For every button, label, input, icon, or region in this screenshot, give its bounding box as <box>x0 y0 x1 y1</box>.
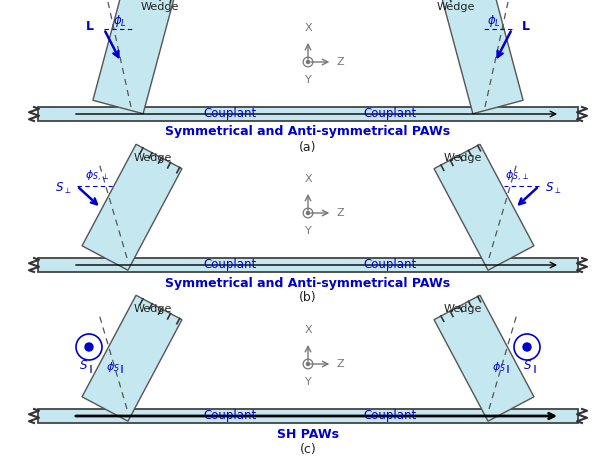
Text: $S_\parallel$: $S_\parallel$ <box>79 359 93 375</box>
Circle shape <box>307 60 310 64</box>
Circle shape <box>307 212 310 214</box>
Text: $\phi_{S,\perp}$: $\phi_{S,\perp}$ <box>505 169 529 184</box>
Text: Wedge: Wedge <box>444 153 482 163</box>
Text: Wedge: Wedge <box>134 304 172 314</box>
Text: X: X <box>304 175 312 185</box>
Circle shape <box>523 343 531 351</box>
Polygon shape <box>82 144 182 270</box>
Polygon shape <box>434 144 534 270</box>
Text: Y: Y <box>305 226 311 236</box>
Text: X: X <box>304 23 312 33</box>
Text: Couplant: Couplant <box>363 258 416 271</box>
Text: Wedge: Wedge <box>134 153 172 163</box>
FancyBboxPatch shape <box>38 107 578 121</box>
FancyBboxPatch shape <box>38 258 578 272</box>
Text: L: L <box>522 21 530 33</box>
Text: $\phi_{S,\perp}$: $\phi_{S,\perp}$ <box>84 169 110 184</box>
Polygon shape <box>442 0 523 114</box>
Text: $\phi_L$: $\phi_L$ <box>113 13 127 29</box>
Polygon shape <box>434 295 534 421</box>
Polygon shape <box>93 0 174 114</box>
Text: Couplant: Couplant <box>203 107 257 120</box>
Text: Wedge: Wedge <box>141 2 179 12</box>
Circle shape <box>307 362 310 366</box>
Text: SH PAWs: SH PAWs <box>277 427 339 441</box>
FancyBboxPatch shape <box>38 409 578 423</box>
Text: (a): (a) <box>299 140 317 154</box>
Text: $S_\perp$: $S_\perp$ <box>55 181 71 196</box>
Text: Z: Z <box>336 359 344 369</box>
Text: Wedge: Wedge <box>444 304 482 314</box>
Circle shape <box>85 343 93 351</box>
Text: $\phi_L$: $\phi_L$ <box>487 13 501 29</box>
Text: Symmetrical and Anti-symmetrical PAWs: Symmetrical and Anti-symmetrical PAWs <box>166 126 450 138</box>
Text: Z: Z <box>336 208 344 218</box>
Text: Y: Y <box>305 377 311 387</box>
Text: Couplant: Couplant <box>363 107 416 120</box>
Text: X: X <box>304 325 312 335</box>
Text: Couplant: Couplant <box>203 409 257 422</box>
Text: $S_\perp$: $S_\perp$ <box>545 181 561 196</box>
Text: Z: Z <box>336 57 344 67</box>
Polygon shape <box>82 295 182 421</box>
Text: Wedge: Wedge <box>437 2 475 12</box>
Text: L: L <box>86 21 94 33</box>
Text: (c): (c) <box>299 442 317 456</box>
Text: Symmetrical and Anti-symmetrical PAWs: Symmetrical and Anti-symmetrical PAWs <box>166 276 450 289</box>
Text: $\phi_{S\parallel}$: $\phi_{S\parallel}$ <box>492 361 510 377</box>
Text: Couplant: Couplant <box>363 409 416 422</box>
Text: Y: Y <box>305 75 311 85</box>
Text: $\phi_{S\parallel}$: $\phi_{S\parallel}$ <box>106 361 124 377</box>
Text: $S_\parallel$: $S_\parallel$ <box>523 359 537 375</box>
Text: (b): (b) <box>299 292 317 304</box>
Text: Couplant: Couplant <box>203 258 257 271</box>
